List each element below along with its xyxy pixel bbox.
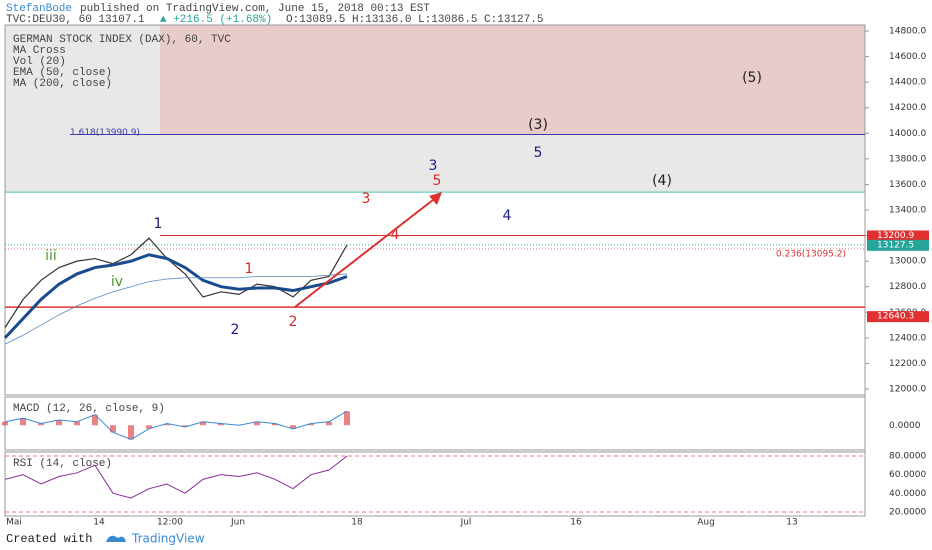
last-price-label: 13127.5 [877, 240, 914, 250]
y-tick-label: 14400.0 [889, 78, 926, 88]
x-tick-label: 16 [570, 518, 582, 528]
macd-label: MACD (12, 26, close, 9) [13, 403, 165, 415]
x-tick-label: 12:00 [157, 518, 183, 528]
author[interactable]: StefanBode [6, 3, 72, 15]
y-tick-label: 14600.0 [889, 52, 926, 62]
macd-bar [128, 425, 134, 440]
x-tick-label: 13 [786, 518, 797, 528]
series-line [4, 273, 348, 345]
y-tick-label: 13400.0 [889, 206, 926, 216]
pane [4, 451, 866, 517]
x-tick-label: 14 [93, 518, 105, 528]
macd-bar [254, 421, 260, 426]
arrow [294, 195, 439, 308]
arrow-head [429, 192, 442, 205]
legend-entry: MA Cross [13, 45, 66, 57]
x-tick-label: Mai [6, 518, 22, 528]
wave-label: iii [45, 248, 57, 264]
wave-label: 2 [289, 314, 298, 330]
y-tick-label: 12800.0 [889, 282, 926, 292]
y-tick-label: 13000.0 [889, 257, 926, 267]
change: ▲ +216.5 (+1.68%) [160, 14, 272, 26]
level-box-label: 13200.9 [877, 231, 914, 241]
wave-label: 3 [362, 191, 371, 207]
legend-entry: MA (200, close) [13, 78, 112, 90]
quote: TVC:DEU30, 60 13107.1 [6, 14, 145, 26]
macd-bar [326, 421, 332, 426]
zone [160, 25, 865, 135]
level-box [867, 311, 929, 323]
rsi-line [4, 455, 348, 499]
y-tick-label: 14000.0 [889, 129, 926, 139]
wave-label: 1 [245, 261, 254, 277]
fib-label: 1.618(13990.9) [70, 128, 140, 138]
macd-line [4, 410, 348, 440]
macd-bar [200, 421, 206, 426]
x-tick-label: 18 [351, 518, 363, 528]
x-tick-label: Jun [230, 518, 245, 528]
ohlc: O:13089.5 H:13136.0 L:13086.5 C:13127.5 [286, 14, 543, 26]
y-tick-label: 80.0000 [889, 452, 926, 462]
macd-bar [308, 423, 314, 426]
footer-created: Created with [6, 532, 92, 546]
wave-label: 3 [429, 158, 438, 174]
wave-label: (4) [652, 173, 672, 189]
legend-entry: Vol (20) [13, 56, 66, 68]
wave-label: 4 [391, 227, 400, 243]
macd-bar [92, 414, 98, 426]
macd-bar [20, 418, 26, 426]
macd-bar [56, 419, 62, 426]
wave-label: (3) [528, 117, 548, 133]
rsi-label: RSI (14, close) [13, 458, 112, 470]
macd-bar [146, 425, 152, 429]
macd-bar [38, 423, 44, 426]
legend-entry: EMA (50, close) [13, 67, 112, 79]
x-tick-label: Aug [697, 518, 715, 528]
x-tick-label: Jul [460, 518, 472, 528]
y-tick-label: 12400.0 [889, 333, 926, 343]
y-tick-label: 0.0000 [889, 421, 921, 431]
macd-bar [2, 421, 8, 426]
published: published on TradingView.com, June 15, 2… [80, 3, 430, 15]
y-tick-label: 13600.0 [889, 180, 926, 190]
macd-bar [182, 425, 188, 428]
y-tick-label: 60.0000 [889, 470, 926, 480]
y-tick-label: 12200.0 [889, 359, 926, 369]
y-tick-label: 14200.0 [889, 103, 926, 113]
wave-label: 1 [154, 216, 163, 232]
series-line [4, 237, 348, 328]
macd-bar [272, 423, 278, 426]
y-tick-label: 12000.0 [889, 384, 926, 394]
y-tick-label: 20.0000 [889, 507, 926, 517]
macd-bar [290, 425, 296, 429]
fib-label: 0.236(13095.2) [776, 249, 846, 259]
last-price-box [867, 239, 929, 251]
tv-logo [106, 535, 126, 542]
legend-entry: GERMAN STOCK INDEX (DAX), 60, TVC [13, 34, 231, 46]
y-tick-label: 40.0000 [889, 489, 926, 499]
macd-bar [74, 421, 80, 426]
level-box-label: 12640.3 [877, 312, 914, 322]
wave-label: 4 [503, 208, 512, 224]
macd-bar [344, 411, 350, 426]
series-line [3, 253, 348, 339]
macd-bar [164, 423, 170, 426]
level-box [867, 230, 929, 242]
wave-label: 5 [433, 173, 442, 189]
wave-label: 5 [534, 145, 543, 161]
footer-brand: TradingView [131, 532, 205, 546]
wave-label: iv [111, 274, 123, 290]
wave-label: 2 [231, 322, 240, 338]
macd-bar [218, 423, 224, 426]
y-tick-label: 14800.0 [889, 27, 926, 37]
wave-label: (5) [742, 70, 762, 86]
y-tick-label: 13800.0 [889, 154, 926, 164]
macd-bar [110, 425, 116, 433]
